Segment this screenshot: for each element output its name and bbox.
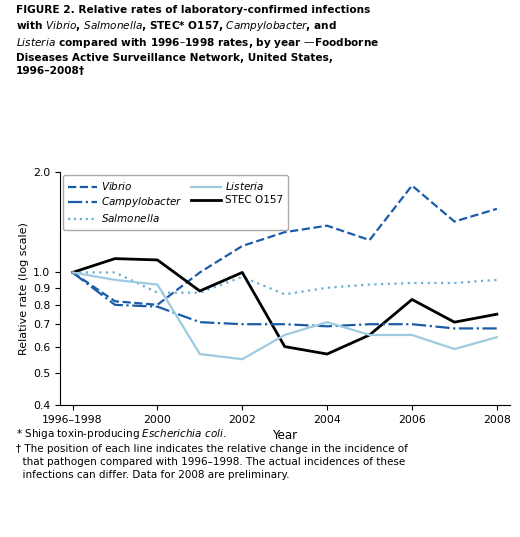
Text: FIGURE 2. Relative rates of laboratory-confirmed infections
with $\mathit{Vibrio: FIGURE 2. Relative rates of laboratory-c… (16, 5, 379, 76)
Y-axis label: Relative rate (log scale): Relative rate (log scale) (19, 222, 29, 355)
Text: * Shiga toxin-producing $\mathit{Escherichia}$ $\mathit{coli}$.: * Shiga toxin-producing $\mathit{Escheri… (16, 427, 226, 441)
Legend: $\mathit{Vibrio}$, $\mathit{Campylobacter}$, $\mathit{Salmonella}$, $\mathit{Lis: $\mathit{Vibrio}$, $\mathit{Campylobacte… (63, 175, 288, 230)
X-axis label: Year: Year (272, 429, 297, 442)
Text: † The position of each line indicates the relative change in the incidence of
  : † The position of each line indicates th… (16, 444, 408, 481)
